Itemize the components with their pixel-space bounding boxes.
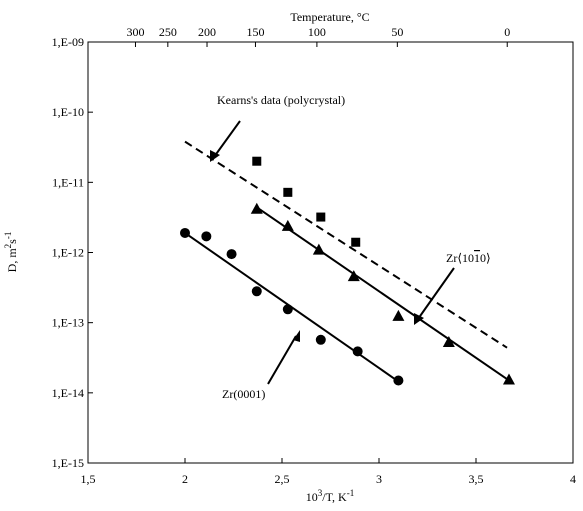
top-tick-label: 300: [126, 25, 144, 39]
y-tick-label: 1,E-10: [52, 105, 84, 119]
zr1010-arrow: [414, 267, 455, 325]
x-tick-label: 3,5: [469, 472, 484, 486]
fit-line: [184, 140, 508, 349]
left-axis-ticks: 1,E-15 1,E-14 1,E-13 1,E-12 1,E-11 1,E-10 1,E-…: [52, 35, 93, 470]
top-tick-label: 100: [308, 25, 326, 39]
circle-marker: [315, 334, 326, 345]
circle-marker: [180, 227, 190, 238]
kearns-arrow: [210, 120, 241, 162]
top-tick-label: 0: [504, 25, 510, 39]
square-marker: [252, 156, 262, 166]
x-tick-label: 2,5: [275, 472, 290, 486]
triangle-marker: [312, 243, 325, 255]
triangle-marker: [442, 336, 455, 348]
data-markers: [180, 156, 515, 386]
circle-marker: [352, 346, 363, 357]
circle-marker: [251, 286, 262, 297]
kearns-annotation: Kearns's data (polycrystal): [217, 93, 345, 107]
square-marker: [283, 187, 293, 197]
y-tick-label: 1,E-13: [52, 316, 84, 330]
bottom-axis-ticks: 1,5 2 2,5 3 3,5 4: [81, 458, 576, 486]
fit-line: [256, 206, 510, 382]
top-axis-ticks: 300 250 200 150 100 50 0: [126, 25, 510, 47]
top-tick-label: 200: [198, 25, 216, 39]
triangle-marker: [281, 219, 294, 231]
circle-marker: [201, 231, 212, 242]
x-axis-label: 103/T, K-1: [306, 488, 354, 504]
triangle-marker: [250, 202, 263, 214]
top-tick-label: 50: [391, 25, 403, 39]
x-tick-label: 3: [376, 472, 382, 486]
y-axis-label: D, m2s-1: [3, 232, 19, 273]
top-tick-label: 250: [159, 25, 177, 39]
top-axis-label: Temperature, °C: [290, 10, 369, 24]
square-marker: [316, 212, 326, 222]
x-tick-label: 4: [570, 472, 576, 486]
y-tick-label: 1,E-14: [52, 386, 84, 400]
zr1010-annotation: Zr⟨1010⟩: [446, 251, 491, 265]
triangle-marker: [502, 373, 515, 385]
circle-marker: [226, 249, 237, 260]
y-tick-label: 1,E-12: [52, 246, 84, 260]
square-marker: [351, 237, 361, 247]
zr0001-arrow: [267, 330, 300, 385]
circle-marker: [282, 304, 293, 315]
y-tick-label: 1,E-15: [52, 456, 84, 470]
x-tick-label: 1,5: [81, 472, 96, 486]
y-tick-label: 1,E-09: [52, 35, 84, 49]
y-tick-label: 1,E-11: [52, 175, 84, 189]
x-tick-label: 2: [182, 472, 188, 486]
top-tick-label: 150: [246, 25, 264, 39]
triangle-marker: [347, 270, 360, 282]
zr0001-annotation: Zr(0001): [222, 387, 265, 401]
circle-marker: [393, 375, 404, 386]
triangle-marker: [392, 309, 405, 321]
